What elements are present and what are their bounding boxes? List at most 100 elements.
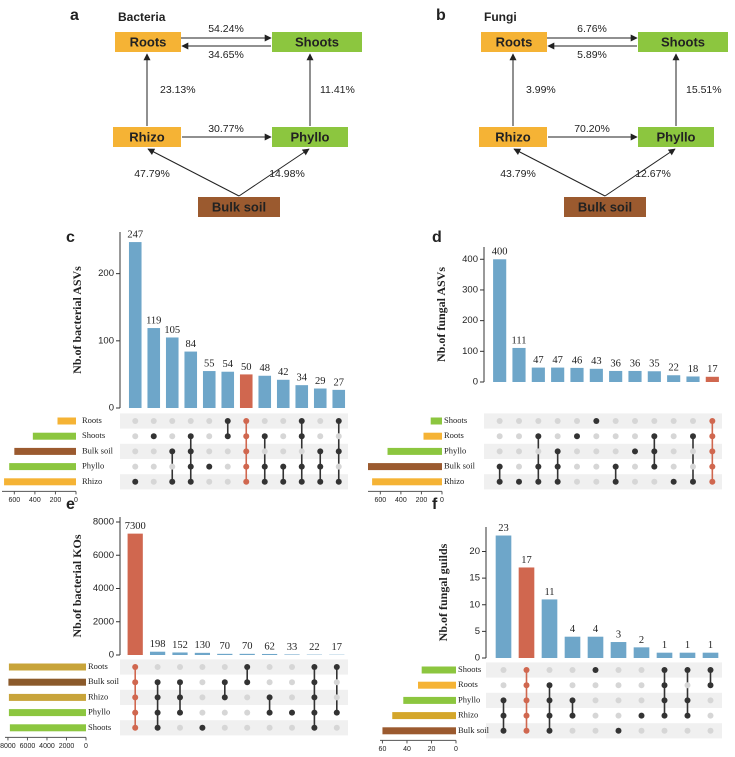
matrix-dot-empty xyxy=(333,679,340,686)
matrix-dot-empty xyxy=(169,463,176,470)
matrix-dot-empty xyxy=(224,448,231,455)
matrix-dot xyxy=(311,694,318,701)
y-tick-label: 400 xyxy=(462,254,478,265)
matrix-dot-empty xyxy=(206,418,213,424)
matrix-dot xyxy=(612,463,619,470)
bar-value-label: 27 xyxy=(334,377,345,388)
matrix-dot-empty xyxy=(632,463,638,470)
matrix-dot-empty xyxy=(670,448,677,455)
matrix-dot xyxy=(632,448,638,455)
matrix-dot xyxy=(569,712,576,719)
edge-label: 54.24% xyxy=(208,23,244,35)
matrix-dot xyxy=(311,679,318,686)
node-label: Roots xyxy=(130,34,167,49)
matrix-dot-empty xyxy=(612,448,619,455)
bar-value-label: 34 xyxy=(297,373,308,384)
matrix-dot xyxy=(317,448,324,455)
bar-value-label: 4 xyxy=(593,624,599,635)
matrix-dot xyxy=(335,418,342,424)
matrix-dot-empty xyxy=(266,724,273,731)
matrix-row-bg xyxy=(120,413,348,429)
matrix-dot xyxy=(224,433,231,440)
matrix-dot xyxy=(546,697,553,704)
bar-value-label: 23 xyxy=(498,523,509,534)
matrix-dot-empty xyxy=(132,463,139,470)
set-size-bar xyxy=(368,463,442,471)
matrix-dot-empty xyxy=(317,433,324,440)
node-box xyxy=(115,32,181,52)
bar xyxy=(609,370,623,382)
y-tick-label: 200 xyxy=(462,315,478,326)
set-label: Phyllo xyxy=(444,445,466,455)
matrix-dot xyxy=(266,709,273,716)
matrix-dot xyxy=(496,478,503,485)
matrix-dot xyxy=(177,709,183,716)
panel-letter: f xyxy=(432,496,438,513)
bar xyxy=(495,535,512,658)
bar xyxy=(541,599,558,658)
set-label: Rhizo xyxy=(88,691,108,701)
matrix-dot xyxy=(500,712,507,719)
matrix-dot-empty xyxy=(150,478,157,485)
matrix-dot-empty xyxy=(177,664,183,670)
y-tick-label: 4000 xyxy=(93,583,114,594)
bar-value-label: 29 xyxy=(315,376,326,387)
bar xyxy=(202,371,216,408)
x-tick-label: 0 xyxy=(84,743,88,750)
panel-title: Bacteria xyxy=(118,10,166,24)
bar-value-label: 105 xyxy=(164,325,180,336)
y-axis-label: Nb.of fungal ASVs xyxy=(434,267,448,362)
matrix-dot xyxy=(335,478,342,485)
bar-value-label: 4 xyxy=(570,624,576,635)
matrix-dot xyxy=(496,463,503,470)
bar xyxy=(570,367,584,382)
matrix-row-bg xyxy=(486,723,722,739)
matrix-dot-empty xyxy=(707,712,714,719)
matrix-dot xyxy=(523,712,530,719)
matrix-dot xyxy=(206,463,213,470)
x-tick-label: 8000 xyxy=(0,743,16,750)
matrix-dot-empty xyxy=(592,712,599,719)
matrix-row-bg xyxy=(120,689,348,705)
set-size-bar xyxy=(32,432,76,440)
matrix-dot-empty xyxy=(651,478,658,485)
set-size-bar xyxy=(430,417,442,425)
matrix-dot xyxy=(500,727,507,734)
x-tick-label: 0 xyxy=(454,746,458,753)
y-axis-label: Nb.of fungal guilds xyxy=(436,543,450,641)
panel-title: Fungi xyxy=(484,10,517,24)
bar-value-label: 17 xyxy=(521,555,532,566)
set-size-bar xyxy=(421,666,456,674)
bar-value-label: 111 xyxy=(512,335,527,346)
matrix-dot xyxy=(243,418,250,424)
edge-label: 14.98% xyxy=(269,168,305,180)
bar xyxy=(239,653,255,655)
node-box xyxy=(198,197,280,217)
bar-value-label: 54 xyxy=(223,359,234,370)
matrix-dot-empty xyxy=(333,694,340,701)
matrix-dot xyxy=(298,463,305,470)
matrix-dot-empty xyxy=(574,448,580,455)
node-label: Shoots xyxy=(295,34,339,49)
matrix-dot-empty xyxy=(593,448,600,455)
matrix-dot xyxy=(311,709,318,716)
matrix-dot xyxy=(690,478,696,485)
x-tick-label: 6000 xyxy=(20,743,36,750)
set-label: Roots xyxy=(88,661,108,671)
arrow xyxy=(513,148,606,197)
matrix-dot-empty xyxy=(177,724,183,731)
matrix-dot-empty xyxy=(651,418,658,424)
y-tick-label: 20 xyxy=(469,546,480,557)
matrix-dot-empty xyxy=(592,697,599,704)
matrix-dot-empty xyxy=(632,433,638,440)
set-size-bar xyxy=(403,696,456,704)
set-size-bar xyxy=(423,432,442,440)
matrix-dot xyxy=(261,478,268,485)
bar xyxy=(239,374,253,408)
set-label: Bulk soil xyxy=(458,725,490,735)
bar-value-label: 70 xyxy=(242,641,253,652)
matrix-dot xyxy=(243,463,250,470)
bar-value-label: 1 xyxy=(685,640,690,651)
matrix-dot-empty xyxy=(670,418,677,424)
node-label: Bulk soil xyxy=(212,199,266,214)
